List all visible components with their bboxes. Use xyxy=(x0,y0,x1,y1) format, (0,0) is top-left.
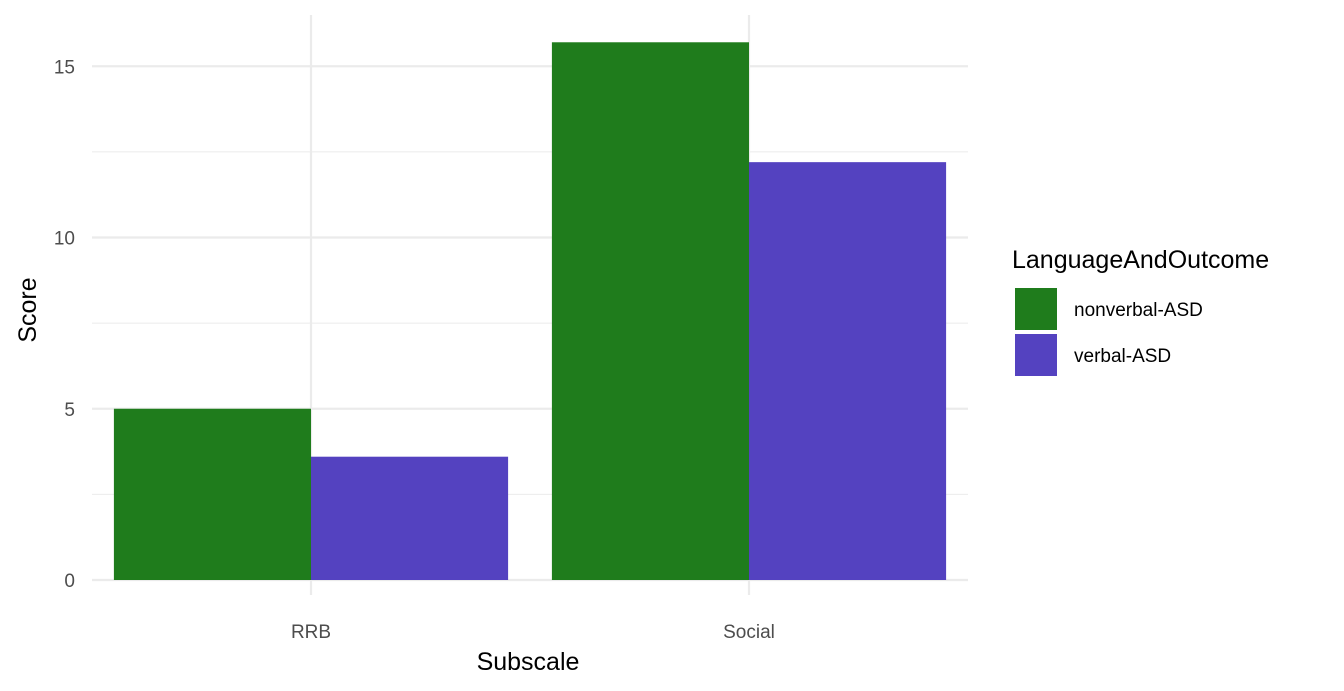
x-axis-title: Subscale xyxy=(477,648,580,676)
y-axis-title: Score xyxy=(14,277,42,342)
x-tick-label: Social xyxy=(723,622,775,643)
bar-nonverbal-ASD-Social xyxy=(551,42,749,580)
bar-verbal-ASD-Social xyxy=(749,162,947,580)
y-tick-label: 15 xyxy=(54,57,75,78)
legend-key-verbal-ASD xyxy=(1015,334,1057,376)
y-axis-ticks: 0 5 10 15 xyxy=(54,57,75,592)
legend-items: nonverbal-ASD verbal-ASD xyxy=(1015,288,1203,376)
bar-verbal-ASD-RRB xyxy=(311,456,509,580)
x-axis-ticks: RRB Social xyxy=(291,622,775,643)
legend-title: LanguageAndOutcome xyxy=(1012,246,1269,274)
y-tick-label: 0 xyxy=(64,571,75,592)
legend-key-nonverbal-ASD xyxy=(1015,288,1057,330)
bar-nonverbal-ASD-RRB xyxy=(113,408,312,580)
x-tick-label: RRB xyxy=(291,622,331,643)
legend: LanguageAndOutcome nonverbal-ASD verbal-A… xyxy=(1012,246,1269,376)
legend-label-verbal-ASD: verbal-ASD xyxy=(1074,346,1171,367)
y-tick-label: 5 xyxy=(64,400,75,421)
bars xyxy=(113,42,947,580)
legend-label-nonverbal-ASD: nonverbal-ASD xyxy=(1074,300,1203,321)
y-tick-label: 10 xyxy=(54,229,75,250)
